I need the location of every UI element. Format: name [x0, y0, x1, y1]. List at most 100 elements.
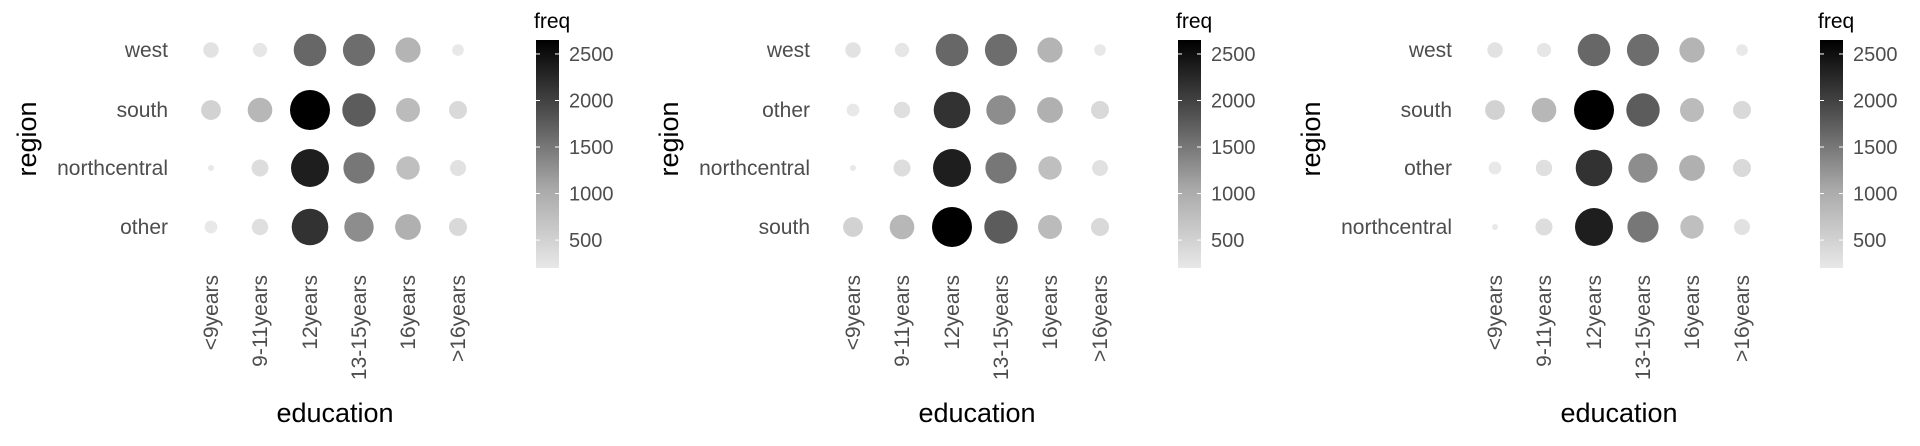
data-point	[846, 103, 860, 117]
data-point	[1091, 101, 1109, 119]
data-point	[935, 33, 969, 67]
legend-tick-label: 2500	[569, 44, 614, 66]
legend-tick-label: 2500	[1853, 44, 1898, 66]
data-point	[1492, 224, 1498, 230]
data-point	[452, 44, 464, 56]
x-tick-label: 16years	[1039, 275, 1062, 350]
data-point	[1575, 208, 1613, 246]
y-tick-label: west	[766, 39, 810, 62]
data-point	[1628, 153, 1658, 183]
legend-colorbar	[1820, 40, 1843, 268]
data-point	[1679, 155, 1705, 181]
data-point	[252, 42, 268, 58]
legend-colorbar	[536, 40, 559, 268]
data-point	[889, 214, 915, 240]
legend-tick-label: 2000	[569, 90, 614, 112]
x-axis-title: education	[918, 398, 1035, 428]
x-axis-title: education	[1560, 398, 1677, 428]
data-point	[204, 220, 218, 234]
y-tick-label: other	[1404, 157, 1452, 180]
data-point	[1626, 33, 1660, 67]
data-point	[845, 42, 861, 58]
data-point	[984, 210, 1018, 244]
data-point	[1485, 100, 1505, 120]
y-tick-label: south	[117, 99, 168, 122]
data-point	[1535, 218, 1553, 236]
data-point	[1536, 42, 1552, 58]
data-point	[1038, 156, 1062, 180]
data-point	[396, 98, 420, 122]
data-point	[1679, 37, 1705, 63]
data-point	[843, 217, 863, 237]
data-point	[1037, 97, 1063, 123]
data-point	[984, 33, 1018, 67]
data-point	[893, 101, 911, 119]
y-tick-label: northcentral	[57, 157, 168, 180]
x-tick-label: <9years	[842, 275, 865, 350]
data-point	[1091, 218, 1109, 236]
y-tick-label: other	[762, 99, 810, 122]
x-tick-label: 13-15years	[990, 275, 1013, 380]
data-point	[1535, 159, 1553, 177]
data-point	[449, 101, 467, 119]
y-tick-label: other	[120, 216, 168, 239]
x-tick-label: 9-11years	[1533, 275, 1556, 367]
x-tick-label: 9-11years	[249, 275, 272, 367]
y-tick-label: northcentral	[1341, 216, 1452, 239]
legend-tick-label: 2500	[1211, 44, 1256, 66]
data-point	[342, 93, 376, 127]
x-tick-label: >16years	[1089, 275, 1112, 362]
x-tick-label: 13-15years	[1632, 275, 1655, 380]
x-tick-label: 13-15years	[348, 275, 371, 380]
x-tick-label: 12years	[299, 275, 322, 350]
x-tick-label: <9years	[200, 275, 223, 350]
data-point	[201, 100, 221, 120]
data-point	[208, 165, 214, 171]
legend-title: freq	[1176, 10, 1212, 33]
data-point	[1680, 215, 1704, 239]
data-point	[251, 159, 269, 177]
legend-tick-label: 1000	[569, 184, 614, 206]
data-point	[290, 90, 330, 130]
data-point	[449, 218, 467, 236]
data-point	[1487, 42, 1503, 58]
data-point	[1577, 33, 1611, 67]
y-tick-label: northcentral	[699, 157, 810, 180]
legend-tick-label: 500	[1853, 230, 1886, 252]
data-point	[1488, 161, 1502, 175]
legend-tick-label: 2000	[1853, 90, 1898, 112]
x-tick-label: 16years	[1681, 275, 1704, 350]
data-point	[1733, 101, 1751, 119]
data-point	[1531, 97, 1557, 123]
data-point	[342, 33, 376, 67]
data-point	[396, 156, 420, 180]
x-tick-label: >16years	[1731, 275, 1754, 362]
legend-tick-label: 2000	[1211, 90, 1256, 112]
data-point	[1680, 98, 1704, 122]
legend-tick-label: 500	[1211, 230, 1244, 252]
data-point	[894, 42, 910, 58]
x-tick-label: >16years	[447, 275, 470, 362]
data-point	[932, 207, 972, 247]
data-point	[1626, 93, 1660, 127]
data-point	[1734, 219, 1750, 235]
data-point	[1736, 44, 1748, 56]
data-point	[1037, 37, 1063, 63]
y-tick-label: west	[1408, 39, 1452, 62]
data-point	[203, 42, 219, 58]
data-point	[986, 95, 1016, 125]
y-tick-label: south	[759, 216, 810, 239]
data-point	[1094, 44, 1106, 56]
data-point	[291, 208, 329, 246]
data-point	[985, 152, 1017, 184]
x-axis-title: education	[276, 398, 393, 428]
legend-tick-label: 1500	[569, 137, 614, 159]
data-point	[395, 37, 421, 63]
data-point	[1627, 211, 1659, 243]
chart-panel-1: region education west south northcentral othe…	[12, 10, 614, 428]
data-point	[293, 33, 327, 67]
data-point	[1574, 90, 1614, 130]
data-point	[247, 97, 273, 123]
data-point	[933, 91, 971, 129]
